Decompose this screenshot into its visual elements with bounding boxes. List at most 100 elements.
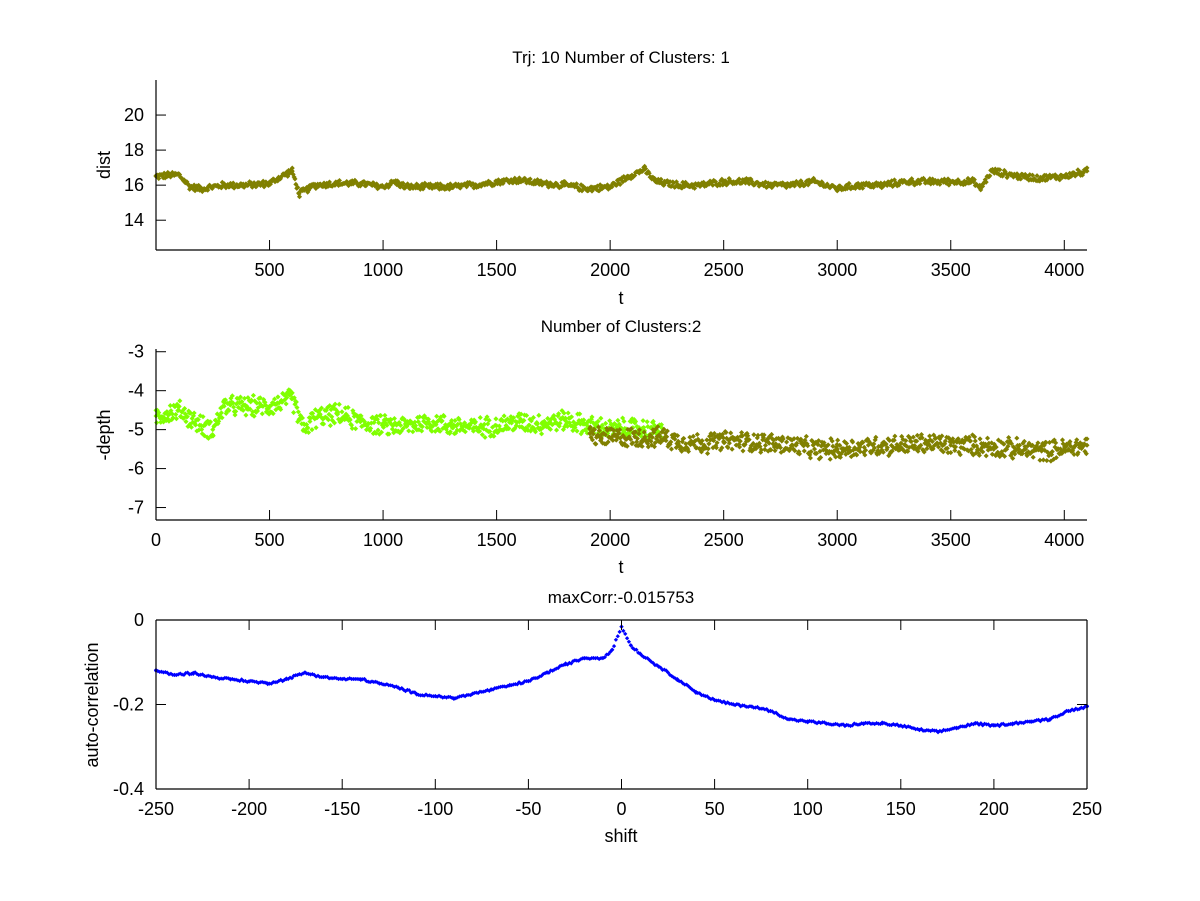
data-point [860, 185, 866, 191]
data-point [198, 186, 204, 192]
data-point [789, 182, 795, 188]
data-point [275, 394, 281, 400]
y-tick-label: -3 [128, 342, 144, 362]
data-point [794, 440, 800, 446]
data-point [860, 439, 866, 445]
data-point [482, 434, 488, 440]
data-point [216, 418, 222, 424]
data-point [448, 184, 454, 190]
data-point [539, 431, 545, 437]
x-tick-label: 4000 [1044, 260, 1084, 280]
data-point [792, 448, 798, 454]
data-point [714, 440, 720, 446]
data-point [318, 405, 325, 411]
data-point [729, 446, 735, 452]
data-point [176, 407, 182, 413]
data-point [266, 403, 273, 409]
data-point [655, 424, 661, 430]
data-point [1014, 435, 1020, 441]
data-point [1029, 172, 1036, 178]
data-point [487, 428, 493, 435]
data-point [651, 444, 657, 450]
data-point [244, 403, 250, 409]
data-point [891, 437, 897, 443]
series-1 [153, 624, 1090, 735]
data-point [610, 437, 616, 443]
data-point [240, 407, 246, 413]
data-point [835, 437, 841, 443]
data-point [248, 397, 254, 403]
data-point [902, 179, 908, 185]
data-point [326, 411, 332, 417]
data-point [309, 427, 315, 433]
x-tick-label: 3000 [817, 260, 857, 280]
data-point [616, 430, 622, 436]
data-point [843, 440, 850, 446]
data-point [237, 394, 244, 400]
x-tick-label: 500 [255, 530, 285, 550]
data-point [630, 440, 636, 446]
data-point [177, 398, 183, 404]
data-point [1039, 175, 1045, 181]
x-tick-label: 1000 [363, 530, 403, 550]
y-tick-label: 18 [124, 140, 144, 160]
data-point [412, 419, 418, 425]
data-point [207, 419, 214, 425]
data-point [154, 420, 160, 426]
data-point [970, 179, 977, 185]
data-point [880, 449, 886, 455]
data-point [516, 419, 522, 425]
y-axis-label: auto-correlation [82, 642, 102, 767]
data-point [329, 414, 335, 420]
data-point [278, 406, 284, 412]
data-point [554, 427, 560, 433]
data-point [613, 637, 619, 642]
data-point [857, 182, 863, 188]
data-point [846, 180, 852, 186]
data-point [192, 422, 199, 428]
data-point [156, 410, 162, 416]
data-point [406, 428, 412, 434]
data-point [169, 411, 175, 417]
subplot-title: maxCorr:-0.015753 [548, 588, 694, 607]
data-point [777, 445, 783, 451]
data-point [481, 421, 487, 427]
data-point [914, 432, 920, 438]
data-point [232, 412, 238, 418]
y-tick-label: -5 [128, 420, 144, 440]
data-point [705, 450, 711, 457]
data-point [376, 420, 382, 426]
data-point [536, 412, 542, 418]
data-point [291, 409, 297, 416]
data-point [167, 403, 173, 409]
data-point [229, 393, 235, 399]
data-point [479, 432, 485, 438]
data-point [279, 399, 285, 405]
data-point [940, 449, 946, 455]
data-point [728, 430, 734, 436]
data-point [380, 423, 386, 429]
data-point [751, 432, 757, 438]
data-point [850, 439, 856, 445]
data-point [313, 425, 319, 431]
data-point [675, 433, 681, 439]
data-point [321, 421, 327, 427]
x-tick-label: 3500 [931, 530, 971, 550]
data-point [198, 423, 204, 429]
data-point [293, 399, 299, 405]
data-point [825, 442, 831, 448]
data-point [914, 438, 920, 444]
data-point [380, 184, 386, 190]
data-point [289, 395, 295, 402]
data-point [239, 399, 245, 405]
data-point [636, 431, 642, 437]
y-axis-label: -depth [94, 409, 114, 460]
data-point [176, 172, 182, 178]
x-tick-label: -50 [515, 799, 541, 819]
data-point [254, 400, 260, 406]
data-point [221, 182, 227, 188]
data-point [737, 444, 743, 450]
data-point [447, 429, 453, 435]
data-point [880, 182, 886, 188]
data-point [641, 166, 647, 172]
